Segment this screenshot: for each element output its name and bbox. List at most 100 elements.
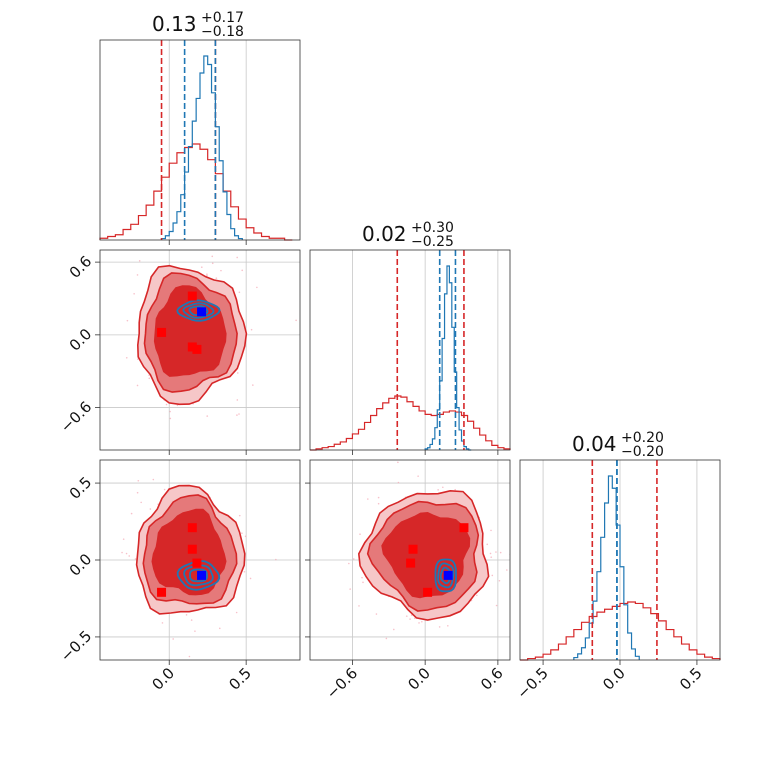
y-tick-label: 0.0 — [66, 325, 96, 355]
sample-point — [499, 551, 502, 554]
sample-point — [215, 277, 218, 279]
sample-point — [377, 496, 380, 499]
sample-point — [185, 614, 188, 616]
sample-point — [367, 498, 369, 500]
sample-point — [417, 475, 419, 477]
sample-point — [165, 403, 168, 406]
sample-point — [137, 358, 139, 360]
marker-red — [187, 342, 197, 352]
hist-blue — [160, 55, 243, 240]
sample-point — [414, 617, 416, 620]
sample-point — [211, 255, 214, 258]
panel-frame — [99, 39, 301, 241]
sample-point — [348, 562, 350, 565]
sample-point — [236, 256, 238, 259]
sample-point — [235, 611, 238, 614]
sample-point — [71, 632, 73, 634]
sample-point — [122, 538, 125, 540]
y-tick-label: 0.0 — [66, 550, 96, 580]
marker-red — [192, 558, 202, 568]
contour-blue — [183, 564, 214, 587]
sample-point — [172, 638, 174, 640]
sample-point — [140, 501, 142, 504]
x-tick-label: 0.0 — [404, 664, 434, 694]
sample-point — [385, 637, 388, 640]
panel-title-upper: +0.30 — [411, 220, 454, 236]
sample-point — [163, 488, 166, 491]
sample-point — [361, 576, 363, 579]
sample-point — [128, 555, 131, 557]
panel-title-lower: −0.18 — [201, 24, 244, 40]
x-tick-label: 0.0 — [148, 664, 178, 694]
sample-point — [121, 551, 123, 554]
sample-point — [498, 579, 501, 582]
x-tick-label: 0.5 — [676, 664, 706, 694]
hist-blue — [424, 265, 472, 451]
marker-red — [187, 544, 197, 554]
y-tick-label: −0.6 — [57, 398, 95, 436]
y-tick-label: 0.6 — [66, 252, 96, 282]
sample-point — [176, 404, 179, 407]
x-tick-label: 0.5 — [225, 664, 255, 694]
y-tick-label: −0.5 — [57, 627, 95, 665]
sample-point — [136, 384, 139, 387]
sample-point — [243, 570, 246, 573]
panel-title-value: 0.02 — [362, 222, 407, 246]
sample-point — [148, 374, 150, 376]
sample-point — [182, 684, 184, 686]
sample-point — [437, 489, 439, 491]
sample-point — [126, 319, 129, 322]
panel-title-lower: −0.20 — [621, 444, 664, 460]
sample-point — [490, 556, 493, 558]
sample-point — [352, 558, 355, 560]
marker-red — [157, 587, 167, 597]
contour-blue — [437, 562, 455, 589]
sample-point — [238, 291, 241, 294]
sample-point — [495, 551, 497, 553]
sample-point — [495, 604, 498, 607]
sample-point — [454, 488, 456, 491]
panel-content — [71, 460, 300, 686]
sample-point — [152, 478, 155, 481]
sample-point — [236, 372, 239, 374]
contour-blue — [434, 558, 457, 593]
sample-point — [421, 620, 423, 623]
panel-frame — [99, 249, 301, 451]
sample-point — [206, 274, 208, 277]
sample-point — [275, 558, 277, 561]
sample-point — [252, 384, 254, 386]
panel-hist-2: 0.02 +0.30−0.25 — [309, 220, 511, 451]
sample-point — [236, 414, 238, 416]
sample-point — [489, 552, 492, 555]
sample-point — [447, 624, 449, 627]
sample-point — [358, 605, 360, 607]
marker-red — [192, 344, 202, 354]
sample-point — [133, 292, 135, 295]
marker-blue — [443, 570, 453, 580]
hist-red — [520, 601, 721, 661]
sample-point — [490, 529, 492, 532]
sample-point — [295, 319, 297, 322]
sample-point — [149, 508, 152, 510]
sample-point — [138, 260, 141, 262]
contour-blue — [176, 299, 221, 322]
sample-point — [130, 512, 133, 515]
sample-point — [359, 533, 361, 536]
sample-point — [211, 262, 214, 265]
panel-hist-1: 0.13 +0.17−0.18 — [99, 10, 301, 241]
sample-point — [241, 532, 243, 534]
panel-title-lower: −0.25 — [411, 234, 454, 250]
marker-red — [187, 523, 197, 533]
sample-point — [397, 461, 399, 464]
sample-point — [241, 269, 244, 272]
hist-red — [310, 395, 511, 451]
sample-point — [190, 619, 193, 621]
sample-point — [377, 502, 380, 505]
sample-point — [349, 588, 351, 590]
panel-title-value: 0.04 — [572, 432, 617, 456]
panel-title-value: 0.13 — [152, 12, 197, 36]
contour-blue — [189, 568, 208, 583]
sample-point — [397, 481, 400, 484]
x-tick-label: 0.0 — [599, 664, 629, 694]
panel-hist-3: 0.04 +0.20−0.20 — [519, 430, 721, 661]
